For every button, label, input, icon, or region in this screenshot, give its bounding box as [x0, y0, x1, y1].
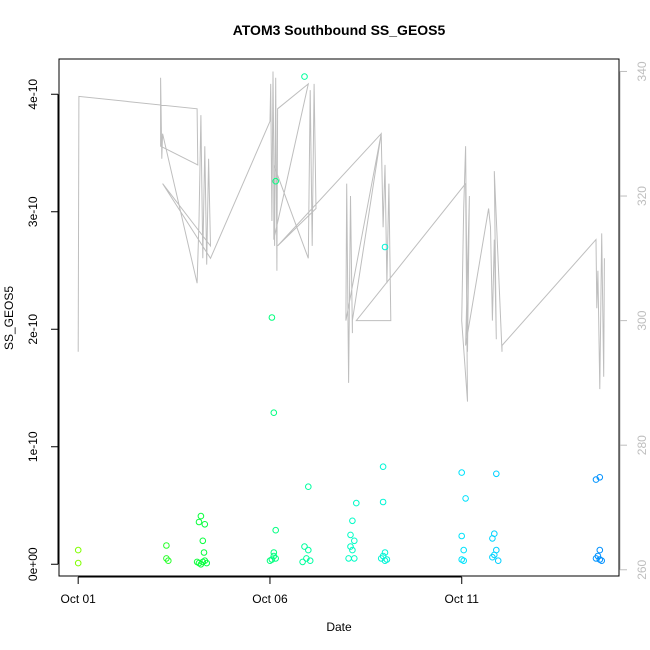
x-tick-label: Oct 11 — [445, 592, 480, 606]
y2-tick-label: 340 — [635, 61, 649, 81]
y-tick-label: 3e-10 — [26, 196, 40, 227]
data-point — [270, 409, 278, 417]
data-point — [462, 495, 469, 502]
data-point — [458, 532, 466, 540]
data-point — [460, 546, 468, 554]
data-point — [163, 542, 170, 549]
data-point — [351, 537, 358, 545]
data-point — [347, 531, 354, 539]
y-tick-label: 0e+00 — [26, 547, 40, 581]
data-point — [195, 518, 203, 526]
data-point — [272, 526, 280, 534]
data-point — [347, 543, 354, 550]
y-tick-label: 4e-10 — [26, 79, 40, 110]
data-point — [197, 512, 205, 520]
data-point — [305, 483, 312, 491]
data-point — [299, 558, 306, 566]
data-point — [266, 557, 274, 565]
x-axis-label: Date — [326, 620, 352, 634]
data-point — [306, 557, 314, 565]
y-tick-label: 2e-10 — [26, 314, 40, 345]
axes-layer: Oct 01 Oct 06 Oct 11 0e+00 1e-10 2e-10 3e-10 4e… — [26, 61, 649, 606]
data-point — [379, 498, 387, 506]
series-line — [77, 71, 605, 402]
data-point — [598, 557, 606, 565]
y2-tick-label: 280 — [635, 435, 649, 455]
data-point — [381, 243, 389, 251]
data-point — [270, 549, 278, 556]
data-point — [305, 546, 312, 554]
data-point — [596, 474, 604, 481]
x-tick-label: Oct 06 — [252, 592, 288, 606]
data-point — [74, 559, 82, 567]
data-point — [203, 559, 210, 567]
data-point — [200, 549, 208, 556]
y-tick-label: 1e-10 — [26, 431, 40, 462]
data-point — [349, 546, 356, 554]
data-point — [201, 521, 209, 528]
data-point — [493, 470, 500, 478]
data-point — [74, 546, 82, 554]
plot-frame — [58, 58, 620, 577]
data-point — [494, 557, 502, 565]
data-point — [489, 553, 496, 561]
data-point — [381, 549, 389, 556]
data-point — [596, 546, 604, 554]
data-point — [592, 555, 600, 562]
y2-tick-label: 320 — [635, 186, 649, 206]
data-point — [301, 73, 308, 80]
y-axis-label: SS_GEOS5 — [2, 286, 16, 350]
data-point — [381, 557, 389, 565]
y2-tick-label: 260 — [635, 559, 649, 579]
data-point — [351, 555, 358, 562]
data-point — [165, 557, 172, 565]
data-point — [345, 555, 352, 562]
data-point — [272, 555, 280, 562]
data-point — [460, 557, 468, 565]
data-point — [458, 469, 466, 476]
data-point — [272, 177, 280, 185]
y2-tick-label: 300 — [635, 310, 649, 330]
data-point — [489, 535, 496, 542]
series-layer — [74, 71, 606, 568]
data-point — [268, 314, 276, 321]
data-point — [379, 463, 387, 471]
x-tick-label: Oct 01 — [60, 592, 96, 606]
data-point — [353, 499, 360, 507]
data-point — [301, 543, 308, 550]
data-point — [199, 537, 207, 545]
data-point — [349, 517, 356, 525]
chart-title: ATOM3 Southbound SS_GEOS5 — [233, 22, 446, 38]
